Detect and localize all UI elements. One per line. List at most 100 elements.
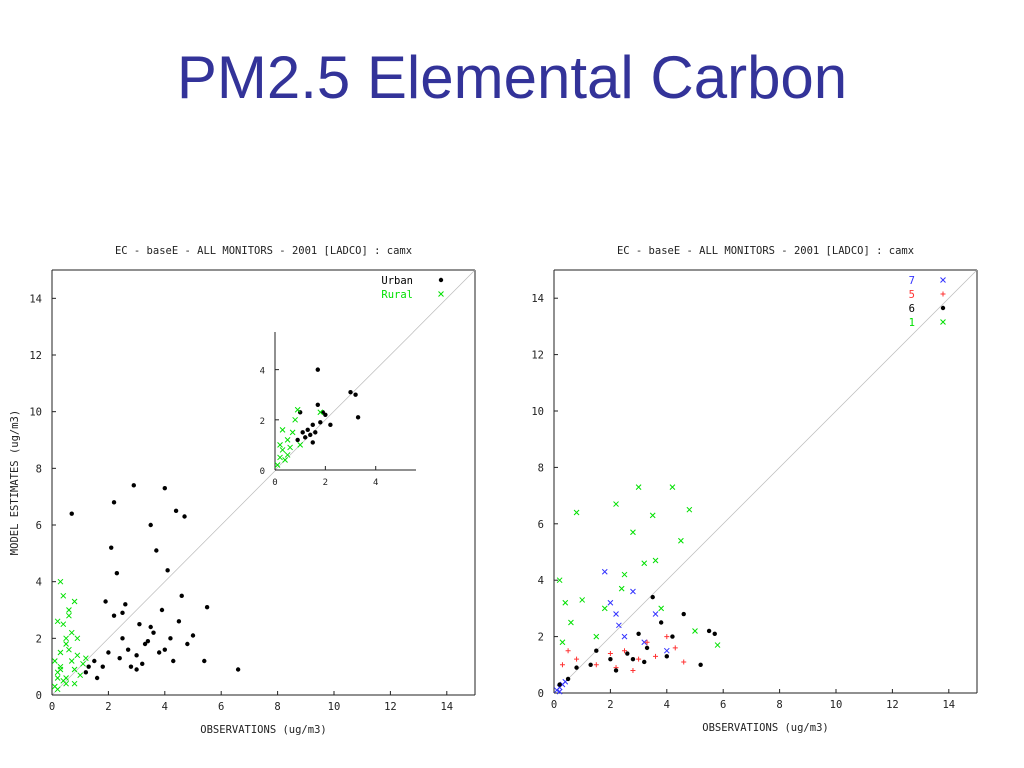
point (613, 501, 619, 507)
y-tick-label: 6 (538, 519, 544, 531)
chart: 0 2 4 0 2 4 (260, 331, 416, 488)
point (642, 659, 647, 665)
x-tick-label: 4 (162, 701, 168, 713)
point (658, 620, 664, 625)
y-tick-label: 2 (538, 632, 544, 644)
y-tick-label: 0 (538, 688, 544, 700)
legend-label: 7 (909, 275, 915, 287)
point (556, 577, 563, 584)
legend-label: 5 (909, 289, 915, 301)
point (156, 650, 162, 655)
x-tick-label: 8 (776, 699, 782, 711)
point (185, 641, 190, 647)
point (636, 631, 641, 636)
point (692, 628, 698, 634)
point (182, 514, 187, 519)
point (117, 655, 122, 661)
point (315, 402, 321, 407)
point (176, 619, 182, 624)
point (613, 668, 619, 673)
point (644, 645, 650, 651)
point (168, 636, 173, 641)
x-tick-label: 10 (328, 701, 341, 713)
legend-label: Urban (381, 275, 413, 287)
point (305, 427, 310, 433)
point (625, 651, 630, 656)
point (71, 666, 78, 673)
point (353, 392, 358, 397)
legend-marker (940, 291, 946, 297)
point (618, 585, 625, 592)
x-tick-label: 6 (218, 701, 224, 713)
point (74, 635, 81, 642)
point (82, 655, 89, 662)
point (621, 571, 628, 578)
point (608, 656, 613, 662)
point (650, 594, 655, 600)
x-tick-label: 6 (720, 699, 726, 711)
point (318, 420, 323, 425)
y-tick-label: 0 (36, 690, 42, 702)
y-tick-label: 6 (36, 520, 42, 532)
point (71, 680, 78, 687)
point (313, 430, 318, 435)
legend-marker (438, 277, 444, 283)
chart: 0 2 4 6 8 10 12 14 0 2 4 6 8 10 12 14 EC - baseE - ALL M… (9, 245, 476, 736)
point (148, 624, 153, 630)
point (63, 641, 69, 647)
point (292, 416, 298, 423)
point (594, 648, 599, 653)
point (622, 648, 627, 654)
point (287, 444, 293, 451)
point (235, 667, 241, 672)
point (630, 588, 636, 595)
point (681, 611, 686, 617)
point (159, 607, 165, 613)
point (111, 613, 117, 618)
x-tick-label: 2 (607, 699, 613, 711)
point (106, 650, 111, 655)
point (148, 522, 153, 528)
point (202, 658, 207, 664)
point (300, 430, 305, 435)
y-tick-label: 8 (36, 463, 42, 475)
point (556, 688, 563, 695)
y-tick-label: 4 (36, 577, 42, 589)
x-axis-label: OBSERVATIONS (ug/m3) (702, 722, 828, 734)
point (658, 605, 665, 612)
point (109, 545, 114, 550)
point (57, 649, 64, 656)
point (60, 677, 67, 684)
point (653, 653, 659, 659)
x-tick-label: 0 (272, 478, 277, 488)
point (573, 509, 580, 516)
point (607, 651, 613, 657)
y-tick-label: 0 (260, 467, 265, 477)
point (664, 634, 670, 640)
x-tick-label: 2 (323, 478, 328, 488)
point (162, 485, 167, 491)
point (297, 442, 304, 448)
x-tick-label: 4 (373, 478, 378, 488)
point (559, 639, 566, 646)
point (282, 457, 288, 463)
point (649, 512, 656, 519)
point (63, 635, 69, 642)
point (636, 656, 642, 662)
point (142, 641, 148, 647)
point (165, 568, 170, 573)
point (274, 462, 281, 468)
point (712, 631, 717, 636)
point (71, 598, 78, 605)
point (80, 660, 86, 667)
point (308, 432, 313, 438)
point (593, 662, 599, 668)
point (303, 435, 308, 440)
point (670, 634, 675, 639)
legend-marker (438, 291, 444, 297)
point (310, 422, 315, 428)
x-axis-label: OBSERVATIONS (ug/m3) (200, 724, 326, 736)
point (315, 367, 321, 372)
point (310, 440, 315, 445)
